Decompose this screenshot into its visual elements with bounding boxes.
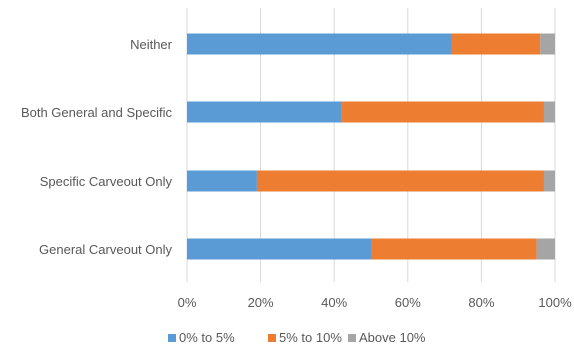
bar-segment-1-0 bbox=[187, 101, 342, 123]
legend-swatch-0 bbox=[168, 334, 176, 342]
legend-label: Above 10% bbox=[359, 330, 426, 345]
x-tick-label: 20% bbox=[248, 295, 274, 310]
legend-swatch-1 bbox=[268, 334, 276, 342]
bar-segment-1-1 bbox=[341, 101, 544, 123]
category-label: Neither bbox=[130, 37, 173, 52]
legend-label: 5% to 10% bbox=[279, 330, 342, 345]
bar-segment-2-2 bbox=[543, 170, 555, 192]
bar-segment-3-2 bbox=[536, 238, 555, 260]
legend-label: 0% to 5% bbox=[179, 330, 235, 345]
bar-segment-2-0 bbox=[187, 170, 257, 192]
x-tick-label: 80% bbox=[468, 295, 494, 310]
category-label: Both General and Specific bbox=[21, 105, 173, 120]
bar-segment-0-1 bbox=[451, 33, 541, 55]
x-tick-label: 60% bbox=[395, 295, 421, 310]
category-label: Specific Carveout Only bbox=[40, 174, 173, 189]
x-tick-label: 0% bbox=[178, 295, 197, 310]
bar-segment-0-2 bbox=[540, 33, 555, 55]
bars bbox=[187, 33, 555, 260]
bar-segment-2-1 bbox=[256, 170, 544, 192]
x-axis-tick-labels: 0% 20% 40% 60% 80% 100% bbox=[178, 295, 572, 310]
category-label: General Carveout Only bbox=[39, 242, 172, 257]
bar-segment-0-0 bbox=[187, 33, 452, 55]
bar-segment-3-1 bbox=[371, 238, 537, 260]
legend: 0% to 5% 5% to 10% Above 10% bbox=[168, 330, 426, 345]
x-tick-label: 100% bbox=[538, 295, 572, 310]
bar-segment-1-2 bbox=[543, 101, 555, 123]
legend-swatch-2 bbox=[348, 334, 356, 342]
bar-segment-3-0 bbox=[187, 238, 371, 260]
category-labels: Neither Both General and Specific Specific… bbox=[21, 37, 173, 257]
x-tick-label: 40% bbox=[321, 295, 347, 310]
